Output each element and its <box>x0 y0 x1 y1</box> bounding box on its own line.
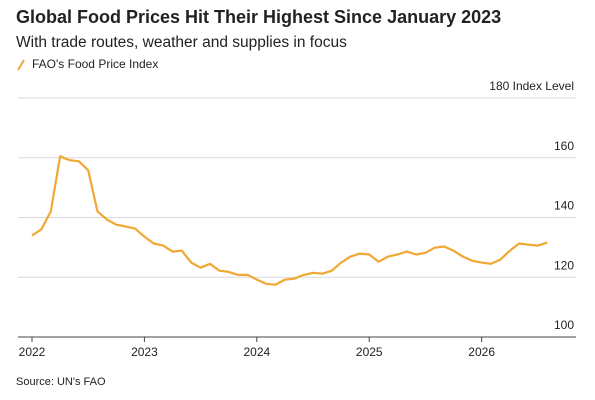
chart-subtitle: With trade routes, weather and supplies … <box>16 34 347 51</box>
legend-swatch <box>17 59 25 71</box>
x-tick-label: 2026 <box>468 345 495 359</box>
data-line <box>31 155 548 286</box>
x-tick-label: 2025 <box>356 345 383 359</box>
y-tick-label: 160 <box>554 139 574 153</box>
legend-label: FAO's Food Price Index <box>32 57 158 71</box>
y-tick-label: 120 <box>554 258 574 272</box>
source: Source: UN's FAO <box>16 376 106 388</box>
x-tick-label: 2024 <box>243 345 270 359</box>
y-tick-label: 180 Index Level <box>489 79 574 93</box>
y-tick-label: 140 <box>554 199 574 213</box>
chart-title: Global Food Prices Hit Their Highest Sin… <box>16 7 501 27</box>
x-tick-label: 2023 <box>131 345 158 359</box>
y-tick-label: 100 <box>554 318 574 332</box>
x-tick-label: 2022 <box>19 345 46 359</box>
